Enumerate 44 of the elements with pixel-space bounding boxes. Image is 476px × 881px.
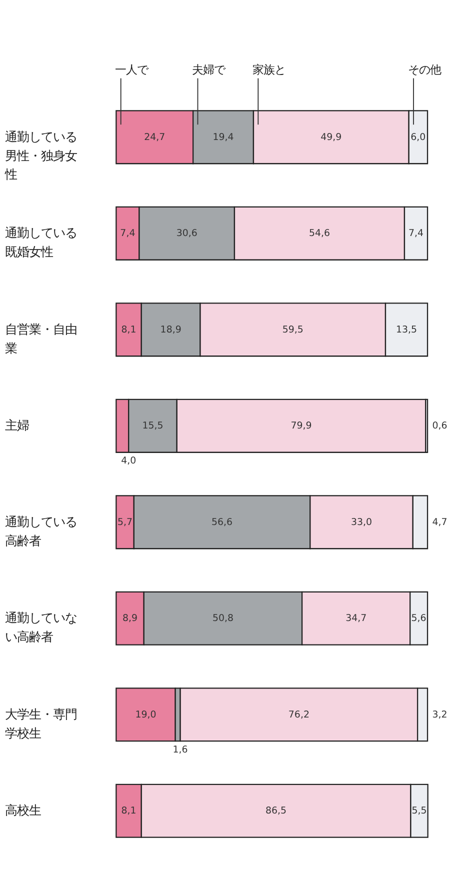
- y-tick-label: 大学生・専門学校生: [5, 707, 78, 740]
- text: 夫婦で: [192, 62, 226, 77]
- data-label: 8,9: [122, 613, 138, 624]
- data-label: 6,0: [410, 132, 426, 143]
- data-label: 5,7: [118, 516, 133, 528]
- data-label: 33,0: [351, 516, 372, 528]
- data-label: 50,8: [212, 613, 234, 624]
- data-label: 34,7: [346, 613, 367, 624]
- data-label: 19,4: [212, 132, 234, 143]
- data-label: 8,1: [121, 806, 136, 817]
- data-label: 24,7: [144, 132, 166, 143]
- y-tick-label: 主婦: [5, 418, 30, 433]
- y-tick-label: 通勤している男性・独身女性: [4, 130, 78, 182]
- data-label: 4,0: [121, 456, 136, 467]
- y-tick-label: 自営業・自由業: [5, 322, 78, 356]
- data-label: 56,6: [212, 516, 233, 528]
- data-label: 76,2: [288, 709, 310, 720]
- text: 家族と: [252, 62, 286, 77]
- data-label: 18,9: [160, 324, 182, 336]
- data-label: 4,7: [432, 516, 448, 528]
- y-tick-label: 通勤している高齢者: [5, 514, 78, 548]
- data-label: 54,6: [308, 228, 330, 240]
- data-label: 0,6: [432, 420, 448, 432]
- data-label: 13,5: [396, 324, 418, 336]
- y-tick-label: 通勤していない高齢者: [5, 611, 78, 644]
- data-label: 5,6: [411, 613, 426, 624]
- text: 一人で: [115, 62, 150, 77]
- data-label: 7,4: [120, 228, 136, 240]
- y-tick-label: 高校生: [5, 804, 42, 818]
- data-label: 79,9: [290, 420, 312, 432]
- data-label: 3,2: [432, 709, 448, 720]
- data-label: 7,4: [408, 228, 424, 240]
- data-label: 15,5: [142, 420, 164, 432]
- data-label: 1,6: [172, 744, 188, 756]
- data-label: 19,0: [135, 709, 156, 720]
- y-tick-label: 通勤している既婚女性: [5, 226, 78, 260]
- data-label: 8,1: [121, 324, 136, 336]
- data-label: 86,5: [266, 806, 287, 817]
- text: その他: [408, 62, 441, 77]
- bar: [116, 688, 176, 742]
- data-label: 59,5: [282, 324, 304, 336]
- data-label: 5,5: [412, 806, 427, 817]
- data-label: 49,9: [320, 132, 342, 143]
- data-label: 30,6: [176, 228, 198, 240]
